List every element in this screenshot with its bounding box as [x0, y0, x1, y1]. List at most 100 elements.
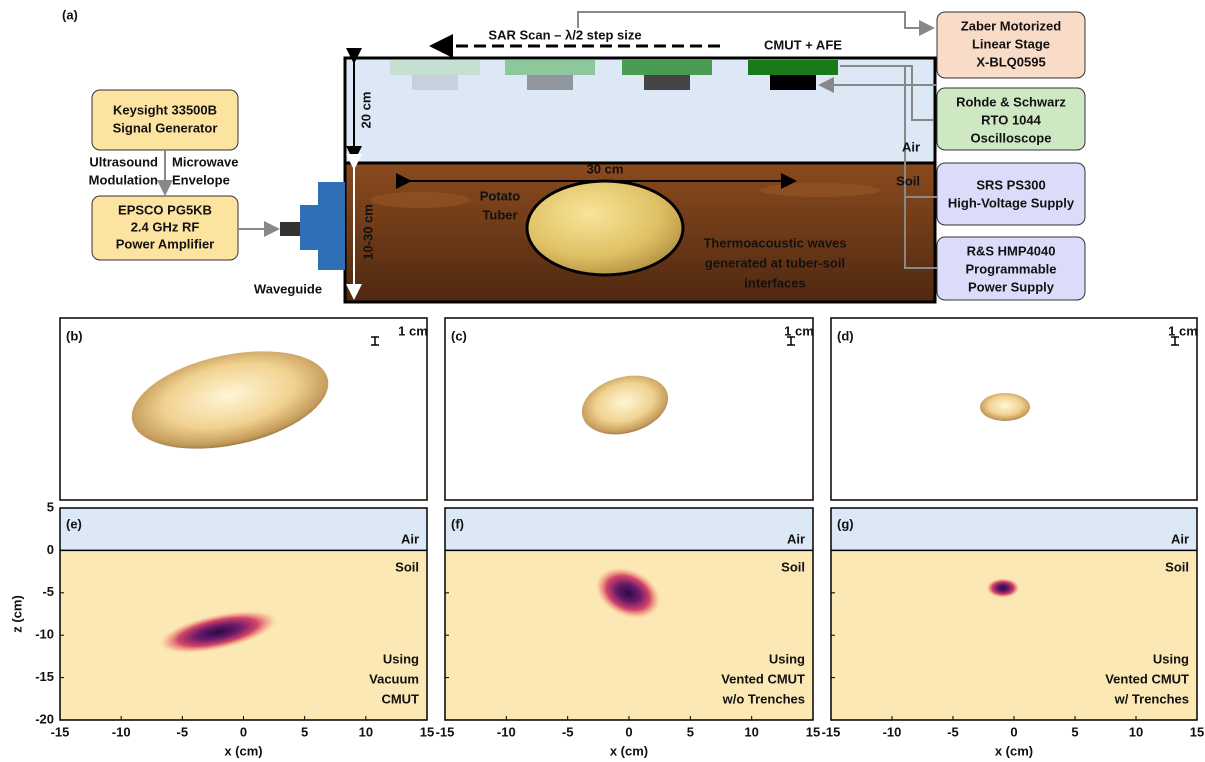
label: X-BLQ0595: [976, 54, 1045, 69]
label: Vented CMUT: [721, 671, 805, 686]
x-tick-label: -15: [822, 724, 841, 739]
label: generated at tuber-soil: [705, 255, 845, 270]
label: interfaces: [744, 275, 805, 290]
air-region: [60, 508, 427, 550]
panel-label: (f): [451, 516, 464, 531]
label: Thermoacoustic waves: [703, 235, 846, 250]
panel-label: (e): [66, 516, 82, 531]
x-tick-label: 15: [806, 724, 820, 739]
photo-shapes: [60, 318, 1197, 500]
label: Soil: [1165, 559, 1189, 574]
x-tick-label: 0: [1010, 724, 1017, 739]
soil-texture: [370, 192, 470, 208]
label: 2.4 GHz RF: [131, 219, 200, 234]
label: SRS PS300: [976, 177, 1045, 192]
x-tick-label: 5: [1071, 724, 1078, 739]
label: Envelope: [172, 172, 230, 187]
x-tick-label: 10: [359, 724, 373, 739]
label: Oscilloscope: [971, 130, 1052, 145]
label: EPSCO PG5KB: [118, 202, 212, 217]
label: Power Amplifier: [116, 236, 214, 251]
soil-texture: [760, 183, 880, 197]
label: 1 cm: [398, 323, 428, 338]
label: Soil: [395, 559, 419, 574]
x-tick-label: 0: [625, 724, 632, 739]
label: High-Voltage Supply: [948, 195, 1075, 210]
x-tick-label: 10: [1129, 724, 1143, 739]
transducer: [748, 60, 838, 75]
label: 1 cm: [1168, 323, 1198, 338]
label: Tuber: [482, 207, 517, 222]
label: Air: [1171, 531, 1189, 546]
x-axis-label: x (cm): [995, 743, 1033, 758]
label: RTO 1044: [981, 112, 1042, 127]
label: Linear Stage: [972, 36, 1050, 51]
label: 1 cm: [784, 323, 814, 338]
panel-label: (d): [837, 328, 854, 343]
waveguide-port: [280, 222, 300, 236]
y-tick-label: 0: [47, 542, 54, 557]
transducer: [622, 60, 712, 75]
label: R&S HMP4040: [967, 243, 1056, 258]
transducer: [505, 60, 595, 75]
label: Soil: [896, 173, 920, 188]
x-tick-label: 15: [1190, 724, 1204, 739]
label: Potato: [480, 188, 521, 203]
label: Signal Generator: [113, 120, 218, 135]
x-tick-label: -5: [947, 724, 959, 739]
panel-a-shapes: [92, 12, 1085, 302]
label: 20 cm: [358, 92, 373, 129]
label: w/o Trenches: [722, 691, 805, 706]
x-tick-label: -15: [51, 724, 70, 739]
x-tick-label: -15: [436, 724, 455, 739]
label: Vented CMUT: [1105, 671, 1189, 686]
transducer: [527, 75, 573, 90]
x-tick-label: 5: [687, 724, 694, 739]
label: Using: [383, 651, 419, 666]
panel-label: (c): [451, 328, 467, 343]
label: w/ Trenches: [1114, 691, 1189, 706]
label: Soil: [781, 559, 805, 574]
label: Microwave: [172, 154, 238, 169]
y-axis-label: z (cm): [9, 595, 24, 633]
label: CMUT: [381, 691, 419, 706]
maps: [60, 508, 1197, 720]
box: [937, 163, 1085, 225]
air-region: [445, 508, 813, 550]
label: 30 cm: [587, 161, 624, 176]
label: Air: [401, 531, 419, 546]
x-tick-label: 5: [301, 724, 308, 739]
panel-label: (a): [62, 7, 78, 22]
image-blob: [986, 578, 1020, 598]
transducer: [770, 75, 816, 90]
label: Keysight 33500B: [113, 102, 217, 117]
y-tick-label: -10: [35, 627, 54, 642]
label: SAR Scan – λ/2 step size: [488, 27, 641, 42]
x-tick-label: -10: [497, 724, 516, 739]
x-tick-label: -5: [177, 724, 189, 739]
label: Air: [902, 139, 920, 154]
label: Power Supply: [968, 279, 1055, 294]
label: CMUT + AFE: [764, 37, 842, 52]
label: Using: [769, 651, 805, 666]
label: Rohde & Schwarz: [956, 94, 1066, 109]
y-tick-label: 5: [47, 499, 54, 514]
waveguide: [300, 205, 318, 250]
panel-label: (g): [837, 516, 854, 531]
label: Vacuum: [369, 671, 419, 686]
label: Zaber Motorized: [961, 18, 1061, 33]
transducer: [390, 60, 480, 75]
potato-photo: [980, 393, 1030, 421]
panel-label: (b): [66, 328, 83, 343]
x-tick-label: 0: [240, 724, 247, 739]
y-tick-label: -5: [42, 584, 54, 599]
transducer: [412, 75, 458, 90]
y-tick-label: -20: [35, 711, 54, 726]
label: Waveguide: [254, 281, 322, 296]
x-tick-label: 10: [744, 724, 758, 739]
x-tick-label: 15: [420, 724, 434, 739]
x-axis-label: x (cm): [224, 743, 262, 758]
x-axis-label: x (cm): [610, 743, 648, 758]
x-tick-label: -10: [883, 724, 902, 739]
tuber: [527, 181, 683, 275]
